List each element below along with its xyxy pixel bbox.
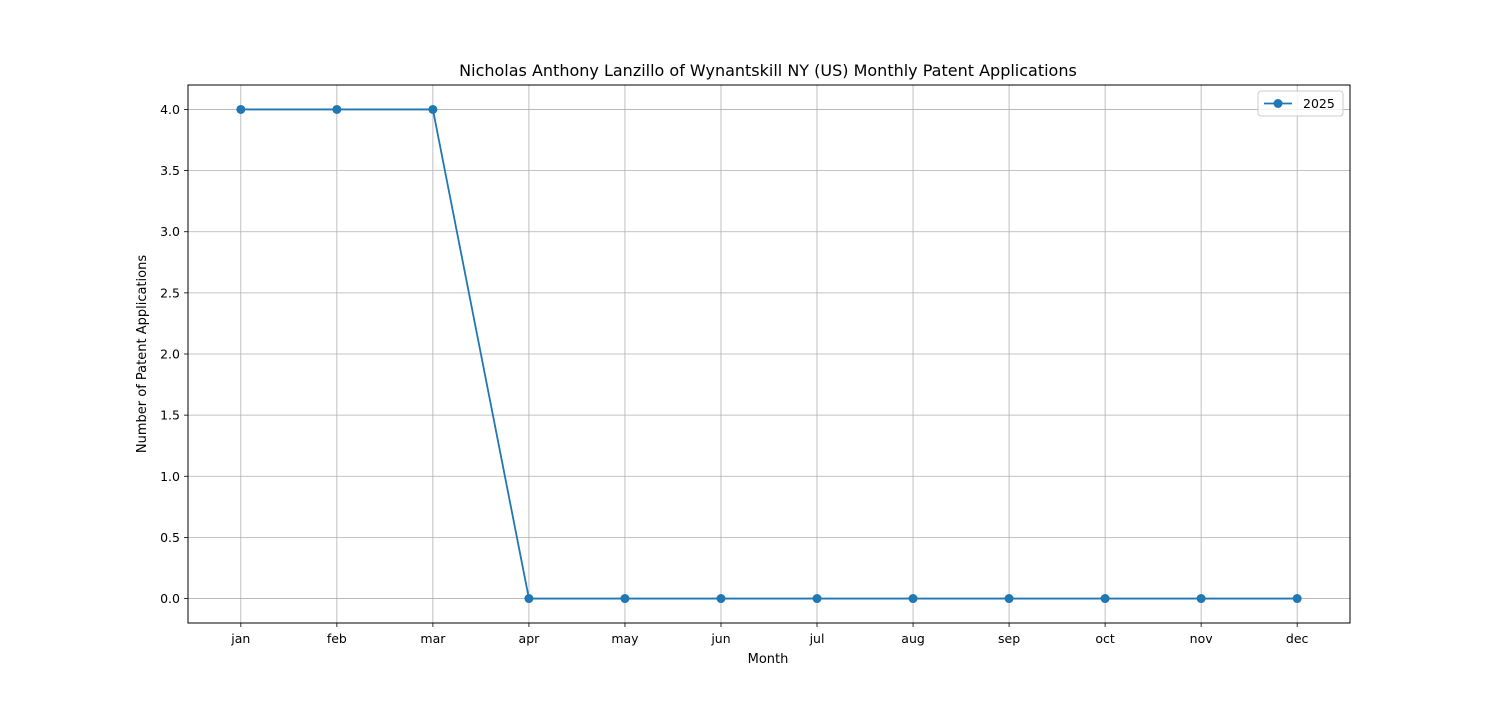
- x-tick-label: jan: [230, 631, 250, 646]
- y-tick-label: 0.5: [160, 530, 180, 545]
- data-point-jun: [716, 594, 725, 603]
- x-tick-label: may: [611, 631, 639, 646]
- legend-label-2025: 2025: [1303, 96, 1335, 111]
- x-tick-label: jun: [710, 631, 730, 646]
- data-point-apr: [524, 594, 533, 603]
- y-tick-label: 4.0: [160, 102, 180, 117]
- data-point-nov: [1197, 594, 1206, 603]
- x-tick-label: sep: [998, 631, 1020, 646]
- y-tick-label: 2.5: [160, 285, 180, 300]
- data-point-feb: [332, 105, 341, 114]
- x-axis-label: Month: [748, 652, 789, 667]
- x-tick-label: mar: [420, 631, 446, 646]
- legend: 2025: [1258, 91, 1343, 116]
- data-point-may: [620, 594, 629, 603]
- data-point-dec: [1293, 594, 1302, 603]
- y-tick-label: 1.0: [160, 469, 180, 484]
- y-axis-label: Number of Patent Applications: [135, 255, 150, 453]
- y-tick-label: 3.5: [160, 163, 180, 178]
- legend-marker-2025: [1274, 99, 1283, 108]
- data-point-oct: [1101, 594, 1110, 603]
- x-tick-label: oct: [1095, 631, 1115, 646]
- y-tick-label: 2.0: [160, 347, 180, 362]
- x-tick-label: feb: [327, 631, 347, 646]
- data-point-sep: [1005, 594, 1014, 603]
- x-tick-label: aug: [901, 631, 925, 646]
- data-point-jan: [236, 105, 245, 114]
- data-point-aug: [909, 594, 918, 603]
- y-tick-label: 1.5: [160, 408, 180, 423]
- y-tick-label: 0.0: [160, 591, 180, 606]
- x-tick-label: jul: [809, 631, 825, 646]
- x-tick-label: apr: [519, 631, 541, 646]
- data-point-mar: [428, 105, 437, 114]
- y-tick-label: 3.0: [160, 224, 180, 239]
- data-point-jul: [813, 594, 822, 603]
- chart-title: Nicholas Anthony Lanzillo of Wynantskill…: [459, 61, 1077, 80]
- x-tick-label: dec: [1286, 631, 1309, 646]
- x-tick-label: nov: [1190, 631, 1214, 646]
